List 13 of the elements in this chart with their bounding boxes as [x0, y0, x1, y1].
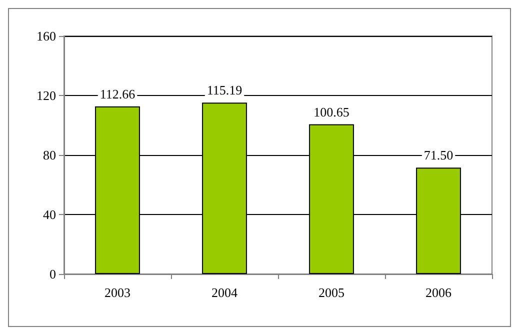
x-tick-label: 2003 [104, 285, 130, 300]
y-tick-label: 0 [50, 266, 56, 282]
x-tick-label: 2004 [212, 285, 238, 300]
x-tick-label: 2006 [426, 285, 452, 300]
data-label: 115.19 [206, 82, 242, 98]
y-tick-label: 160 [36, 28, 56, 44]
data-label: 112.66 [100, 86, 136, 102]
data-label: 71.50 [424, 148, 454, 163]
y-tick-label: 120 [36, 88, 56, 103]
data-label: 100.65 [314, 104, 350, 120]
y-tick-label: 40 [43, 207, 56, 222]
y-tick-label: 80 [43, 148, 56, 162]
x-tick-label: 2005 [318, 285, 344, 300]
